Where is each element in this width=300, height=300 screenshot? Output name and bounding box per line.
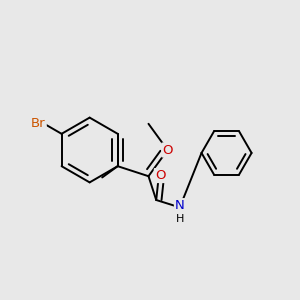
- Text: Br: Br: [31, 117, 46, 130]
- Text: H: H: [176, 214, 184, 224]
- Text: O: O: [162, 143, 173, 157]
- Text: O: O: [155, 169, 165, 182]
- Text: N: N: [175, 199, 185, 212]
